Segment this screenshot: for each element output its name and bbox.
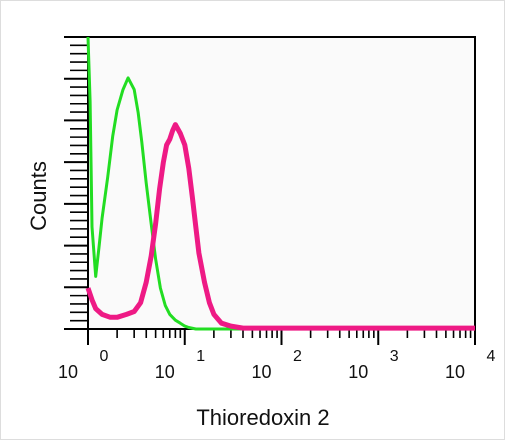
x-tick-label-exponent: 4 xyxy=(487,348,496,365)
x-tick-label-exponent: 2 xyxy=(293,348,302,365)
plot-area xyxy=(87,36,476,330)
x-tick-label-base: 10 xyxy=(348,362,368,382)
x-tick-label-base: 10 xyxy=(155,362,175,382)
x-tick-label-exponent: 0 xyxy=(100,348,109,365)
x-tick-label-exponent: 3 xyxy=(390,348,399,365)
series-1-line xyxy=(86,36,475,331)
x-tick-label-base: 10 xyxy=(445,362,465,382)
x-tick-label-exponent: 1 xyxy=(196,348,205,365)
series-2-line xyxy=(85,122,475,331)
x-tick-labels: 10 0 10 1 10 2 10 3 10 4 xyxy=(58,348,496,382)
x-tick-label-base: 10 xyxy=(251,362,271,382)
x-tick-label-base: 10 xyxy=(58,362,78,382)
y-axis-ticks xyxy=(64,36,88,330)
series-layer xyxy=(85,36,475,331)
x-axis-ticks xyxy=(87,329,476,345)
x-axis-label: Thioredoxin 2 xyxy=(196,405,329,430)
y-axis-label: Counts xyxy=(26,161,51,231)
